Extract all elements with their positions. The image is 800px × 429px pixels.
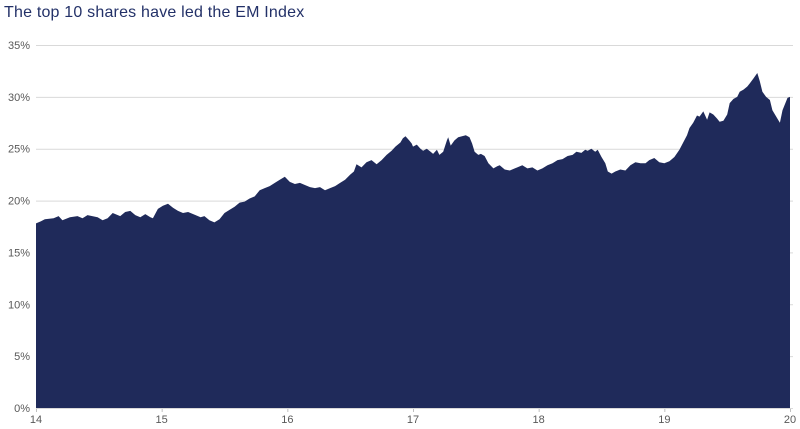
x-axis-label: 14 <box>30 414 42 426</box>
area-series <box>36 73 790 408</box>
y-axis-label: 30% <box>8 92 30 104</box>
y-axis-label: 15% <box>8 247 30 259</box>
x-axis-label: 20 <box>784 414 796 426</box>
y-axis-label: 0% <box>14 403 30 415</box>
x-axis-label: 19 <box>658 414 670 426</box>
y-axis-label: 20% <box>8 196 30 208</box>
x-axis-label: 18 <box>533 414 545 426</box>
y-axis-label: 25% <box>8 144 30 156</box>
x-axis-label: 17 <box>407 414 419 426</box>
x-axis-label: 15 <box>156 414 168 426</box>
y-axis-label: 5% <box>14 351 30 363</box>
x-axis-label: 16 <box>281 414 293 426</box>
chart-title: The top 10 shares have led the EM Index <box>4 4 305 21</box>
y-axis-label: 35% <box>8 40 30 52</box>
y-axis-label: 10% <box>8 299 30 311</box>
